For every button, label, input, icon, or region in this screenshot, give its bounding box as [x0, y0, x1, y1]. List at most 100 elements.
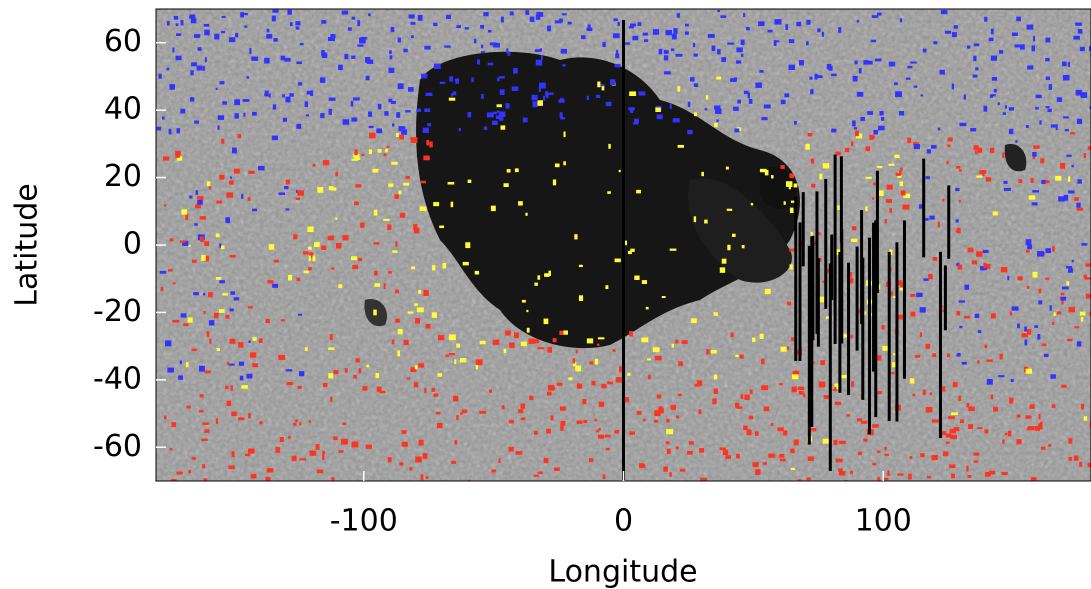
dot — [744, 395, 749, 400]
dot — [1081, 243, 1087, 245]
dot — [608, 144, 610, 149]
dot — [606, 102, 612, 106]
dot — [515, 168, 519, 172]
dot — [973, 56, 976, 61]
dot — [394, 194, 399, 199]
dot — [699, 448, 704, 453]
dot — [335, 172, 338, 177]
dot — [654, 410, 660, 416]
dot — [266, 34, 272, 39]
dot — [682, 340, 688, 344]
dot — [436, 412, 441, 415]
dot — [240, 376, 244, 381]
dot — [491, 469, 495, 472]
dot — [474, 39, 477, 43]
dot — [292, 456, 297, 462]
dot — [288, 275, 292, 280]
dot — [488, 63, 493, 66]
dot — [231, 385, 233, 391]
dot — [188, 317, 193, 322]
dot — [351, 117, 357, 121]
dot — [305, 347, 308, 351]
dot — [434, 393, 439, 396]
dot — [1005, 433, 1008, 435]
dot — [194, 34, 200, 38]
dot — [814, 74, 817, 80]
dot — [877, 477, 880, 483]
dot — [449, 353, 455, 355]
dot — [866, 146, 870, 151]
dot — [1048, 109, 1052, 112]
dot — [249, 48, 251, 54]
dot — [839, 471, 845, 475]
dot — [940, 70, 945, 75]
dot — [768, 453, 775, 457]
gap-stripe — [834, 155, 837, 344]
dot — [421, 475, 424, 481]
dot — [384, 111, 388, 116]
dot — [241, 385, 248, 389]
dot — [790, 208, 794, 213]
dot — [483, 12, 488, 16]
dot — [859, 68, 862, 73]
dot — [694, 216, 696, 222]
dot — [548, 93, 553, 95]
dot — [285, 97, 290, 103]
dot — [638, 91, 645, 95]
dot — [307, 227, 313, 232]
dot — [194, 223, 197, 226]
dot — [725, 455, 731, 459]
dot — [616, 50, 618, 54]
dot — [643, 33, 648, 36]
dot — [1068, 307, 1075, 312]
x-axis-label: Longitude — [548, 555, 697, 589]
dot — [671, 405, 676, 410]
dot — [881, 325, 884, 330]
dot — [253, 337, 257, 341]
dot — [577, 421, 583, 424]
dot — [916, 293, 922, 297]
dot — [693, 54, 697, 57]
dot — [221, 31, 225, 33]
dot — [320, 77, 325, 83]
dot — [968, 424, 973, 429]
dot — [984, 345, 987, 348]
dot — [948, 137, 953, 141]
dot — [602, 86, 605, 90]
dot — [1009, 398, 1013, 404]
dot — [496, 115, 502, 119]
dot — [938, 222, 940, 228]
dot — [1045, 180, 1049, 183]
dot — [169, 84, 175, 90]
dot — [588, 24, 591, 28]
dot — [252, 112, 257, 116]
dot — [1016, 17, 1021, 22]
dot — [938, 128, 940, 131]
dot — [959, 300, 966, 302]
dot — [1065, 129, 1069, 131]
dot — [1026, 250, 1030, 253]
dot — [614, 430, 619, 433]
dot — [855, 130, 859, 136]
dot — [1048, 444, 1051, 447]
dot — [915, 355, 920, 358]
dot — [553, 179, 556, 185]
dot — [286, 180, 290, 185]
dot — [1003, 112, 1006, 115]
dot — [1045, 248, 1051, 253]
dot — [476, 365, 478, 369]
dot — [894, 82, 898, 85]
dot — [219, 243, 221, 247]
dot — [1032, 152, 1036, 157]
dot — [359, 38, 366, 44]
dot — [299, 458, 306, 460]
dot — [827, 64, 832, 69]
dot — [547, 26, 551, 32]
dot — [189, 16, 192, 18]
dot — [899, 111, 904, 115]
dot — [714, 389, 718, 394]
dot — [946, 161, 948, 164]
dot — [405, 110, 410, 112]
dot — [811, 428, 816, 431]
dot — [583, 420, 587, 423]
